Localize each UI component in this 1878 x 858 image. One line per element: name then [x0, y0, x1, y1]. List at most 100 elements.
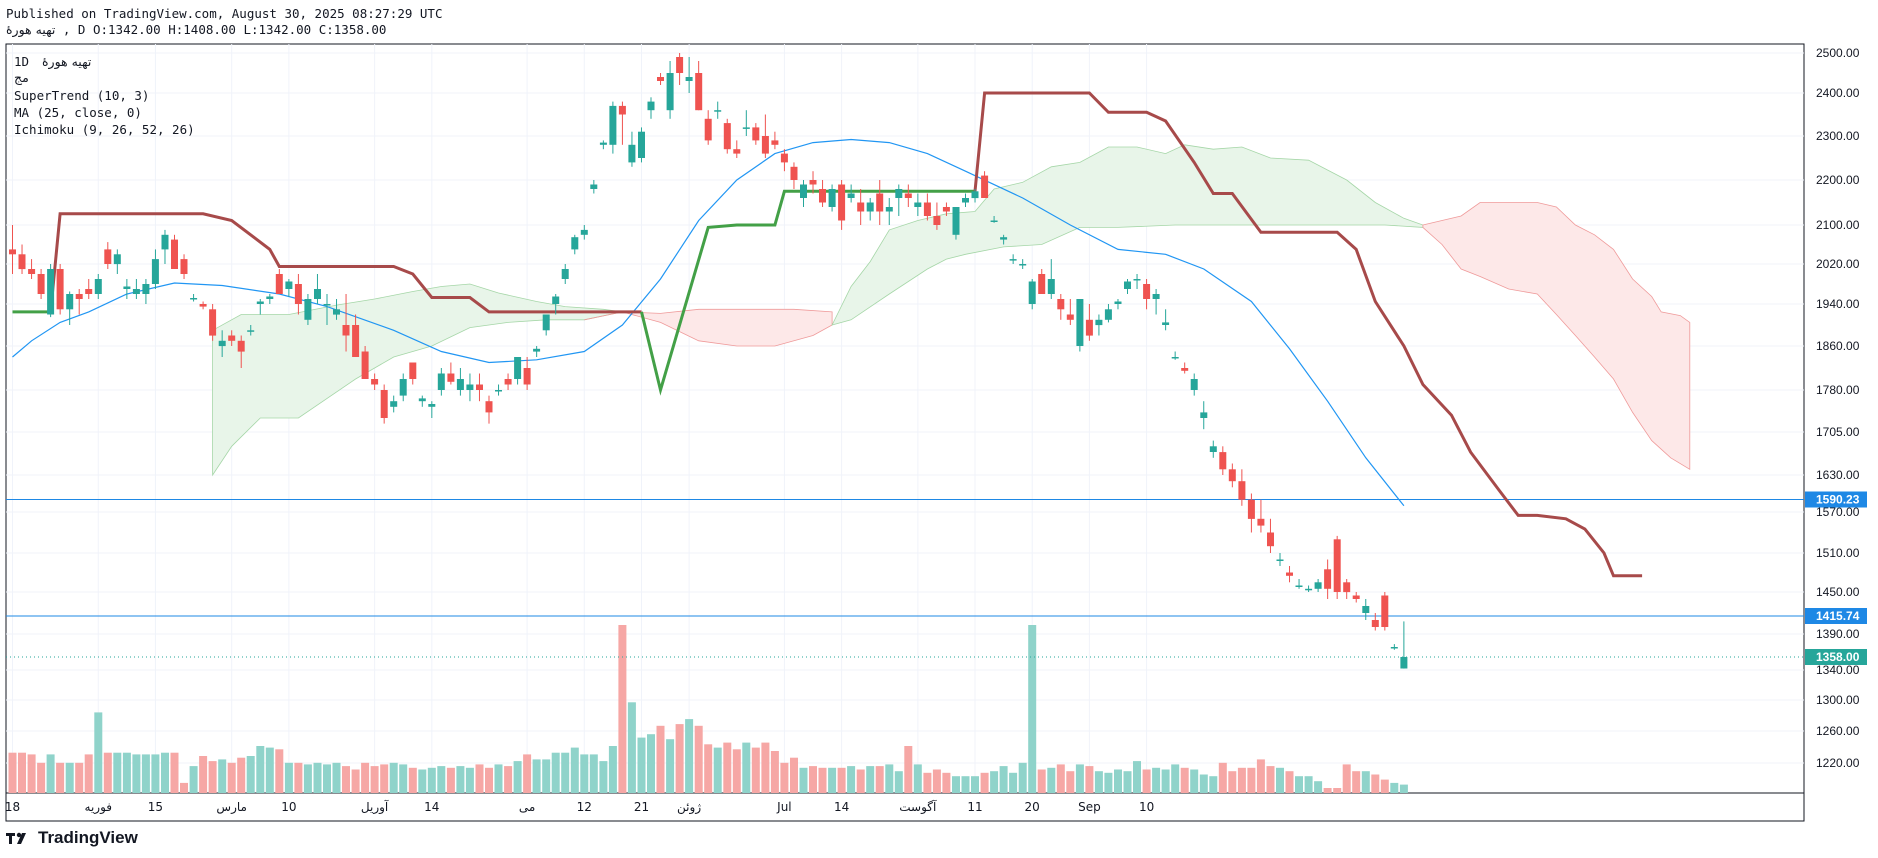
volume-bar [122, 752, 131, 793]
candle-body [1228, 469, 1236, 482]
candle-body [933, 216, 941, 225]
volume-bar [189, 766, 198, 793]
supertrend-down-segment [49, 212, 642, 314]
volume-bar [599, 761, 608, 793]
volume-bar [1361, 771, 1370, 793]
candle-body [657, 77, 664, 81]
volume-bar [323, 764, 331, 793]
volume-bar [828, 767, 837, 793]
legend-ichimoku[interactable]: Ichimoku (9, 26, 52, 26) [14, 122, 195, 137]
volume-bar [932, 769, 941, 793]
volume-bar [627, 702, 636, 793]
candle-body [371, 379, 379, 385]
candle-body [1362, 606, 1370, 613]
volume-bar [218, 759, 227, 793]
volume-bar [1399, 784, 1408, 793]
candle-body [742, 127, 750, 129]
time-tick-label: 10 [281, 800, 296, 814]
candle-body [1247, 499, 1255, 519]
candle-body [828, 189, 836, 207]
volume-bar [465, 767, 474, 793]
volume-bar [1028, 625, 1037, 793]
candle-body [542, 314, 550, 331]
volume-bar [532, 759, 541, 793]
candle-body [28, 269, 36, 274]
volume-bar [275, 749, 284, 793]
candle-body [885, 207, 893, 212]
volume-bar [1304, 776, 1313, 793]
volume-bar [284, 762, 293, 793]
volume-bar [1266, 766, 1275, 793]
volume-bar [141, 754, 150, 793]
volume-bar [8, 752, 17, 793]
volume-bar [618, 625, 627, 793]
candlesticks [9, 53, 1408, 669]
candle-body [1390, 647, 1398, 649]
candle-body [1076, 299, 1084, 346]
cloud-red-1 [584, 308, 833, 347]
candle-body [609, 105, 617, 145]
time-tick-label: 11 [967, 800, 982, 814]
candle-body [895, 189, 903, 198]
volume-bar [770, 751, 779, 793]
volume-bar [1237, 767, 1246, 793]
grid [6, 44, 1804, 793]
level-price-badge: 1415.74 [1816, 609, 1860, 623]
volume-bar [704, 744, 713, 793]
candle-body [1305, 588, 1313, 591]
volume-bar [551, 752, 560, 793]
volume-bar [561, 752, 570, 793]
supertrend-up-segment [640, 189, 975, 396]
ichimoku-cloud [212, 144, 1691, 477]
candle-body [666, 73, 674, 111]
candle-body [218, 340, 226, 347]
candle-body [1219, 452, 1227, 470]
candle-body [628, 144, 636, 163]
candle-body [199, 304, 207, 307]
time-tick-label: Sep [1078, 800, 1101, 814]
volume-bar [1180, 767, 1189, 793]
time-tick-label: فوریه [85, 800, 113, 815]
candle-body [800, 184, 807, 198]
candle-body [809, 180, 817, 185]
volume-bar [1056, 764, 1065, 793]
brand-name: TradingView [38, 828, 138, 847]
candle-body [495, 390, 502, 392]
cloud-green-2 [831, 144, 1424, 326]
candle-body [113, 254, 121, 265]
price-tick-label: 1450.00 [1816, 585, 1860, 599]
candle-body [704, 118, 712, 141]
volume-bar [1085, 766, 1094, 793]
volume-bar [1247, 767, 1256, 793]
volume-bar [1114, 769, 1122, 793]
volume-bar [999, 766, 1008, 793]
time-tick-label: ژوئن [677, 800, 701, 815]
legend-ma[interactable]: MA (25, close, 0) [14, 105, 142, 120]
candle-body [790, 166, 798, 180]
candle-body [1009, 259, 1017, 261]
candle-body [561, 269, 569, 279]
volume-bar [1209, 776, 1218, 793]
price-tick-label: 1630.00 [1816, 468, 1860, 482]
time-tick-label: 18 [5, 800, 20, 814]
candle-body [228, 335, 236, 341]
candle-body [247, 330, 255, 332]
time-tick-label: Jul [776, 800, 791, 814]
volume-bar [1342, 764, 1351, 793]
candle-body [342, 325, 350, 336]
volume-bar [151, 754, 160, 793]
volume-bar [818, 767, 827, 793]
volume-bar [542, 759, 551, 793]
volume-bar [446, 767, 455, 793]
volume-bar [132, 754, 141, 793]
volume-bar [866, 766, 875, 793]
volume-bar [1314, 781, 1323, 793]
volume-bar [1323, 788, 1332, 793]
candle-body [752, 127, 760, 141]
volume-bar [751, 747, 760, 793]
candle-body [361, 351, 369, 379]
candle-body [1200, 412, 1208, 418]
legend-supertrend[interactable]: SuperTrend (10, 3) [14, 88, 149, 103]
candle-body [209, 309, 217, 336]
